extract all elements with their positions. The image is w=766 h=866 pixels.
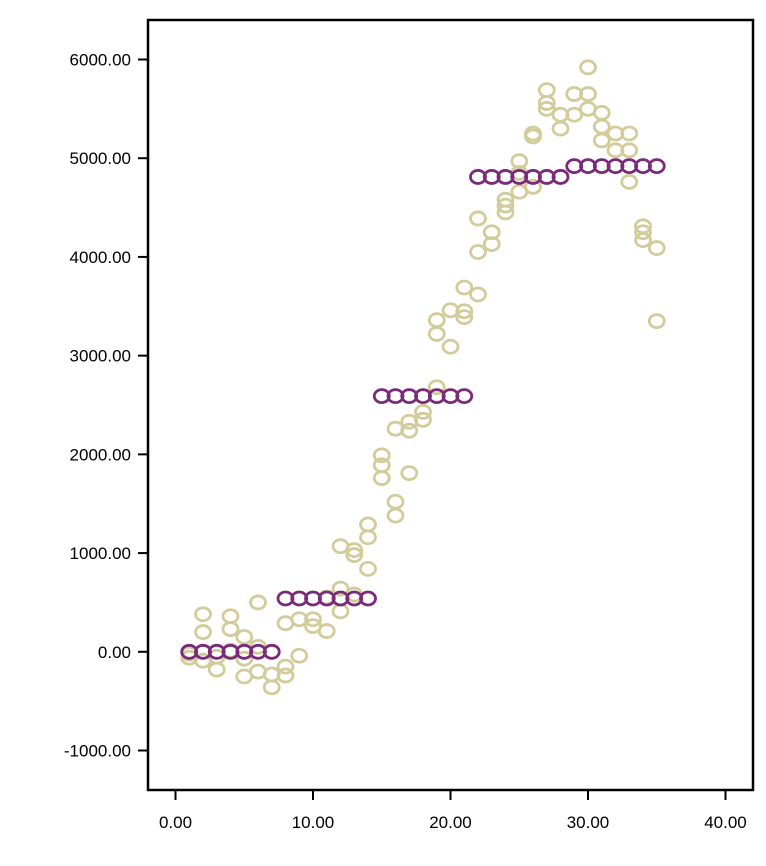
y-tick-label: 0.00 [98,643,131,662]
series-layer [180,59,666,696]
data-point [235,650,254,667]
data-point [469,210,487,227]
data-point [262,643,281,660]
data-point [565,106,584,123]
data-point [551,120,570,137]
data-point [496,197,515,214]
data-point [372,470,391,486]
data-point [537,100,556,117]
data-point [427,312,446,329]
data-point [455,303,474,320]
data-point [427,379,446,396]
series-1 [180,59,666,696]
data-point [331,603,350,620]
x-tick-label: 40.00 [704,813,747,832]
data-point [276,667,295,684]
data-point [634,232,652,249]
x-tick-label: 30.00 [567,813,610,832]
data-point [221,621,240,637]
plot-area-frame [146,18,755,792]
data-point [524,128,542,145]
y-axis: 6000.00 5000.00 4000.00 3000.00 2000.00 1000.… [64,50,148,761]
data-point [194,606,212,623]
data-point [345,542,364,559]
data-point [359,590,377,607]
data-point [579,59,597,76]
data-point [359,516,377,533]
data-point [400,465,419,482]
data-point [441,338,460,355]
data-point [386,507,405,524]
data-point [317,623,336,639]
data-point [537,82,556,98]
series-2 [180,158,666,660]
data-point [482,236,501,252]
y-tick-label: 6000.00 [70,50,131,69]
data-point [331,580,350,597]
data-point [235,629,254,645]
x-tick-label: 10.00 [292,813,335,832]
data-point [524,178,542,195]
data-point [359,529,377,546]
data-point [262,679,281,696]
data-point [221,608,240,625]
y-tick-label: 3000.00 [70,347,131,366]
y-tick-label: 4000.00 [70,248,131,267]
data-point [469,244,487,260]
data-point [249,594,267,611]
data-point [620,173,639,190]
data-point [620,142,639,159]
data-point [372,447,391,464]
data-point [400,422,419,439]
data-point [386,493,405,510]
data-point [579,86,597,102]
data-point [194,624,212,640]
y-tick-label: 2000.00 [70,445,131,464]
data-point [634,224,652,241]
y-tick-label: 1000.00 [70,544,131,563]
data-point [359,560,377,577]
y-tick-label: 5000.00 [70,149,131,168]
data-point [496,204,515,221]
data-point [592,104,611,121]
data-point [414,411,432,428]
data-point [592,132,611,149]
data-point [620,125,639,142]
data-point [551,169,570,185]
data-point [647,158,666,175]
y-tick-label: -1000.00 [64,742,131,761]
x-tick-label: 20.00 [429,813,472,832]
data-point [207,661,226,678]
data-point [647,240,666,256]
data-point [469,286,487,303]
data-point [304,611,322,628]
data-point [427,326,446,342]
data-point [290,647,309,664]
data-point [276,658,295,675]
data-point [455,388,474,405]
x-axis: 0.00 10.00 20.00 30.00 40.00 [159,790,747,832]
data-point [537,95,556,111]
data-point [647,313,666,329]
data-point [455,279,474,296]
data-point [345,547,364,563]
data-point [414,404,432,420]
x-tick-label: 0.00 [159,813,192,832]
data-point [455,309,474,326]
